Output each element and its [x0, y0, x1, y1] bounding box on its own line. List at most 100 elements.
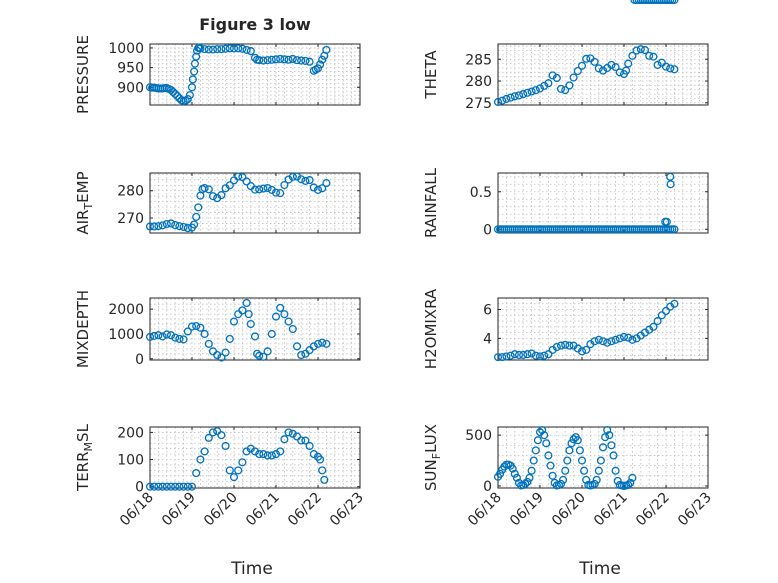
data-point: [498, 96, 507, 105]
x-tick-label: 06/22: [633, 490, 673, 530]
data-point: [187, 482, 197, 491]
data-point: [244, 310, 253, 319]
data-point: [297, 350, 306, 360]
data-point: [288, 172, 297, 181]
data-point: [217, 431, 226, 440]
data-point: [607, 441, 616, 450]
data-point: [284, 428, 293, 437]
data-point: [559, 475, 568, 484]
data-point: [567, 439, 576, 448]
subplot-5: 0 1000 2000 MIXDEPTH: [74, 290, 361, 368]
data-point: [628, 335, 637, 344]
data-point: [322, 45, 331, 54]
x-tick-label: 06/22: [285, 490, 325, 530]
data-point: [313, 339, 323, 348]
data-point: [229, 317, 239, 326]
data-point: [158, 482, 167, 491]
data-point: [544, 79, 553, 88]
data-point: [569, 73, 578, 82]
data-point: [213, 427, 222, 436]
x-tick-label: 06/20: [201, 490, 241, 530]
data-point: [666, 172, 675, 181]
data-point: [171, 89, 180, 99]
data-point: [575, 446, 584, 455]
data-point: [200, 45, 209, 54]
data-point: [229, 473, 239, 482]
data-point: [297, 436, 306, 445]
data-point: [276, 54, 285, 64]
data-point: [320, 475, 329, 484]
x-tick-label: 06/21: [243, 490, 283, 530]
data-point: [297, 56, 306, 65]
data-point: [313, 64, 323, 73]
y-axis-label: MIXDEPTH: [74, 290, 92, 368]
data-point: [670, 299, 679, 308]
data-point: [496, 469, 505, 478]
data-point: [173, 91, 182, 100]
y-axis-label: SUNFLUX: [422, 424, 443, 491]
data-point: [250, 332, 260, 341]
data-point: [242, 298, 251, 308]
axes-frame: [149, 426, 361, 489]
data-point: [154, 482, 163, 491]
subplot-2: 275 280 285 THETA: [422, 43, 709, 112]
data-point: [259, 352, 268, 361]
chart-title: Figure 3 low: [199, 15, 311, 34]
data-point: [267, 329, 276, 339]
data-point: [628, 51, 637, 60]
data-point: [162, 330, 171, 339]
data-point: [519, 350, 528, 360]
data-point: [582, 54, 591, 63]
data-point: [556, 479, 566, 488]
data-point: [221, 441, 230, 451]
data-point: [605, 431, 614, 440]
y-tick-label: 6: [483, 303, 492, 319]
y-tick-label: 900: [117, 80, 144, 96]
data-point: [624, 59, 633, 68]
data-point: [521, 479, 530, 488]
data-point: [598, 337, 608, 346]
data-point: [301, 56, 310, 65]
data-point: [145, 332, 155, 341]
data-point: [506, 351, 515, 360]
data-point: [590, 337, 599, 346]
data-point: [259, 184, 268, 193]
data-point: [316, 60, 325, 69]
data-point: [179, 482, 188, 491]
data-point: [192, 469, 201, 478]
data-point: [523, 88, 532, 97]
data-point: [322, 179, 331, 188]
y-tick-label: 0: [135, 480, 144, 496]
data-point: [531, 351, 540, 360]
data-point: [607, 337, 616, 346]
data-point: [238, 306, 247, 315]
data-point: [225, 44, 234, 53]
x-tick-label: 06/19: [159, 490, 199, 530]
data-point: [670, 65, 679, 74]
data-point: [603, 338, 612, 347]
data-point: [498, 353, 507, 362]
data-point: [313, 185, 323, 194]
data-point: [603, 425, 612, 435]
data-point: [150, 331, 159, 340]
data-point: [200, 447, 209, 456]
data-point: [217, 353, 226, 362]
data-point: [250, 185, 260, 194]
data-point: [292, 342, 302, 351]
axes-frame: [497, 172, 709, 234]
y-tick-label: 0: [483, 222, 492, 238]
data-point: [217, 191, 226, 200]
y-tick-label: 1000: [108, 41, 144, 57]
data-point: [540, 81, 549, 90]
data-point: [540, 351, 549, 360]
data-point: [238, 44, 247, 53]
data-point: [255, 351, 264, 360]
data-point: [594, 64, 603, 73]
data-point: [204, 339, 213, 348]
data-point: [280, 310, 289, 319]
data-point: [154, 222, 163, 231]
data-point: [624, 480, 633, 490]
data-point: [596, 456, 605, 465]
data-point: [527, 87, 536, 96]
